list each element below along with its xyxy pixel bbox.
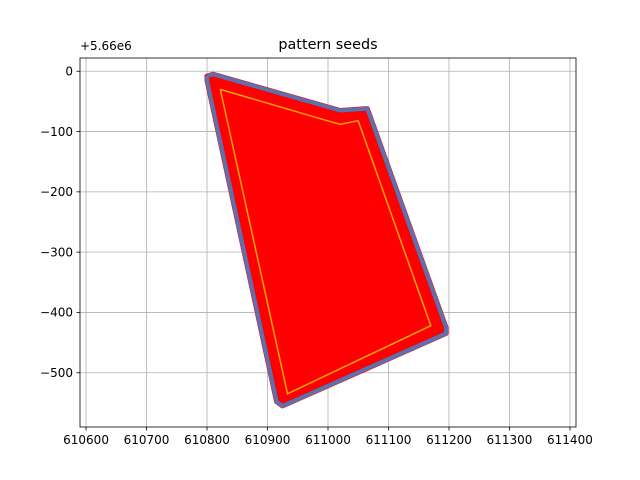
x-tick-label: 611200 <box>426 433 472 447</box>
tick-layer: 610600 610700 610800 610900 611000 611100 6112… <box>40 65 593 447</box>
inner-seed-line <box>219 88 432 395</box>
x-tick-label: 611000 <box>305 433 351 447</box>
field-boundary-line <box>205 72 448 408</box>
y-offset-label: +5.66e6 <box>80 39 132 53</box>
x-tick-label: 610600 <box>63 433 109 447</box>
y-tick-label: −100 <box>40 125 73 139</box>
x-tick-label: 610900 <box>245 433 291 447</box>
x-tick-label: 611100 <box>366 433 412 447</box>
chart-title: pattern seeds <box>278 37 377 53</box>
y-tick-label: −500 <box>40 366 73 380</box>
x-tick-label: 610700 <box>124 433 170 447</box>
y-tick-label: −300 <box>40 245 73 259</box>
y-tick-label: 0 <box>65 65 73 79</box>
y-tick-label: −200 <box>40 185 73 199</box>
x-tick-label: 611300 <box>487 433 533 447</box>
x-tick-label: 611400 <box>547 433 593 447</box>
y-tick-label: −400 <box>40 306 73 320</box>
x-tick-label: 610800 <box>184 433 230 447</box>
series-layer <box>204 71 449 409</box>
